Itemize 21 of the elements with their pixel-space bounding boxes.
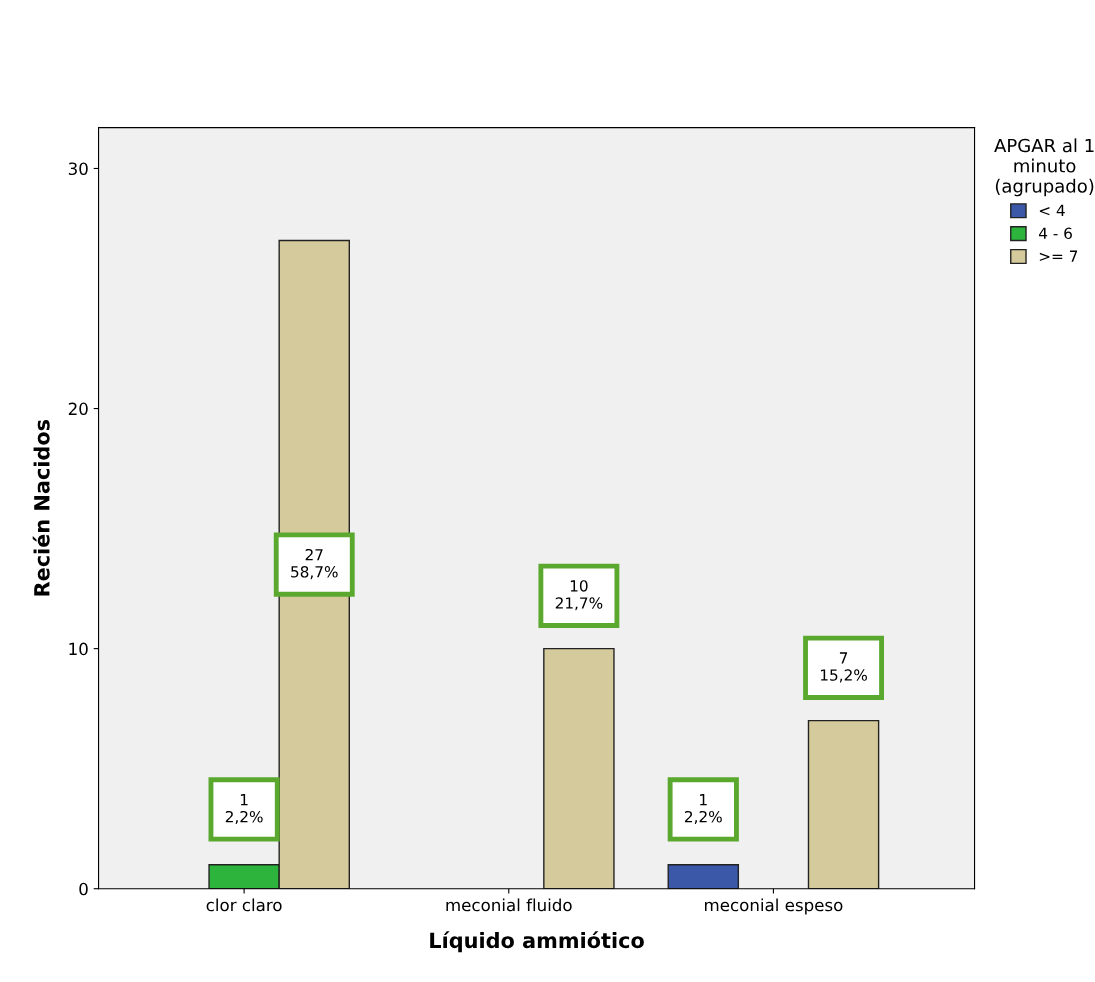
data-label: 1 2,2%: [684, 794, 722, 825]
y-tick-label: 0: [79, 882, 88, 896]
y-tick-label: 20: [68, 402, 88, 416]
x-tick-label: meconial espeso: [705, 898, 843, 915]
bar: [667, 864, 740, 889]
legend-title: APGAR al 1 minuto (agrupado): [994, 138, 1094, 197]
bar: [807, 719, 880, 889]
y-axis-title: Recién Nacidos: [32, 419, 50, 596]
bar: [543, 647, 615, 889]
legend-label: < 4: [1039, 204, 1065, 216]
legend-label: >= 7: [1039, 250, 1078, 262]
y-tick-label: 30: [68, 162, 88, 176]
x-tick-label: clor claro: [206, 898, 282, 912]
data-label: 1 2,2%: [225, 794, 263, 825]
x-axis-title: Líquido ammiótico: [430, 931, 644, 953]
data-label: 10 21,7%: [555, 580, 603, 611]
data-label: 27 58,7%: [291, 548, 338, 580]
legend-label: 4 - 6: [1039, 227, 1072, 240]
data-label: 7 15,2%: [820, 652, 867, 683]
x-tick-label: meconial fluido: [446, 898, 572, 912]
y-tick-label: 10: [69, 642, 88, 656]
